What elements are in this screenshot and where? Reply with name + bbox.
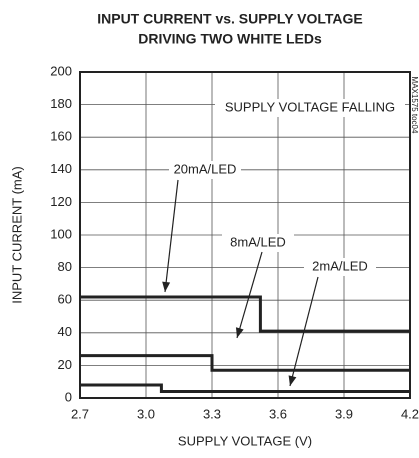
label-bg <box>222 234 294 252</box>
y-tick-label: 20 <box>58 357 72 372</box>
y-tick-label: 60 <box>58 292 72 307</box>
y-tick-label: 0 <box>65 389 72 404</box>
series-label: 2mA/LED <box>312 258 368 273</box>
x-tick-label: 3.0 <box>137 406 155 421</box>
arrow-head <box>235 327 244 338</box>
y-tick-label: 80 <box>58 259 72 274</box>
y-tick-label: 120 <box>50 194 72 209</box>
watermark: MAX1575 toc04 <box>410 77 419 134</box>
series-label: 20mA/LED <box>174 161 237 176</box>
line-series <box>80 354 410 372</box>
chart-title: INPUT CURRENT vs. SUPPLY VOLTAGE <box>97 11 363 27</box>
y-tick-label: 40 <box>58 324 72 339</box>
series-label: 8mA/LED <box>230 234 286 249</box>
line-series <box>80 383 410 393</box>
arrow <box>236 251 263 339</box>
arrow-head <box>162 281 171 292</box>
y-tick-label: 100 <box>50 226 72 241</box>
line-series <box>80 295 410 333</box>
x-tick-label: 3.6 <box>269 406 287 421</box>
x-tick-label: 3.9 <box>335 406 353 421</box>
x-tick-label: 3.3 <box>203 406 221 421</box>
y-tick-label: 200 <box>50 63 72 78</box>
plot-frame <box>79 71 411 399</box>
annotation-bg <box>215 99 405 117</box>
annotation: SUPPLY VOLTAGE FALLING <box>225 99 395 114</box>
arrow <box>289 276 319 387</box>
y-tick-label: 140 <box>50 161 72 176</box>
x-axis-label: SUPPLY VOLTAGE (V) <box>178 433 312 448</box>
x-tick-label: 2.7 <box>71 406 89 421</box>
arrow-head <box>288 375 297 386</box>
label-bg <box>169 161 241 179</box>
arrow <box>164 179 179 293</box>
y-tick-label: 160 <box>50 129 72 144</box>
label-bg <box>304 258 376 276</box>
y-axis-label: INPUT CURRENT (mA) <box>9 166 24 303</box>
chart-subtitle: DRIVING TWO WHITE LEDs <box>138 31 322 47</box>
y-tick-label: 180 <box>50 96 72 111</box>
x-tick-label: 4.2 <box>401 406 419 421</box>
